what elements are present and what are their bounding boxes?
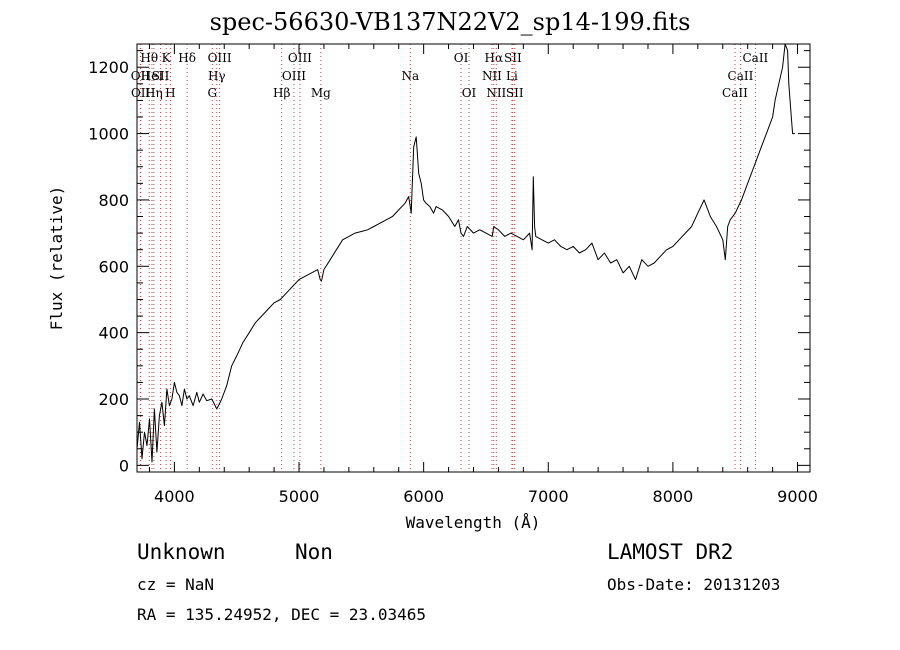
- x-tick-label: 7000: [528, 487, 569, 506]
- line-marker-label: Hδ: [178, 51, 196, 65]
- axes: 0 200 400 600 800 1000 1200 4000 5000 6000 7000 800…: [88, 44, 818, 506]
- line-marker-label: OIII: [282, 69, 306, 83]
- line-marker-label: Hβ: [273, 86, 290, 100]
- y-tick-label: 1000: [88, 125, 129, 144]
- line-marker-label: Mg: [311, 86, 331, 100]
- x-tick-label: 8000: [653, 487, 694, 506]
- line-marker-label: SII: [504, 51, 522, 65]
- line-marker-label: OI: [462, 86, 477, 100]
- y-tick-label: 200: [98, 390, 129, 409]
- line-marker-label: Hη: [145, 86, 163, 100]
- line-marker-label: NII: [486, 86, 506, 100]
- x-tick-label: 4000: [154, 487, 195, 506]
- line-marker-label: CaII: [722, 86, 748, 100]
- line-marker-label: NII: [482, 69, 502, 83]
- x-axis-label: Wavelength (Å): [406, 513, 541, 532]
- x-tick-label: 6000: [403, 487, 444, 506]
- line-marker-label: OIII: [288, 51, 312, 65]
- line-marker-label: K: [162, 51, 172, 65]
- redshift-cz: cz = NaN: [137, 575, 215, 594]
- observation-date: Obs-Date: 20131203: [607, 575, 781, 594]
- x-tick-label: 5000: [279, 487, 320, 506]
- y-tick-label: 1200: [88, 58, 129, 77]
- line-marker-label: HeI: [141, 69, 164, 83]
- y-tick-label: 0: [119, 456, 129, 475]
- coordinates: RA = 135.24952, DEC = 23.03465: [137, 605, 426, 624]
- line-marker-label: OIII: [208, 51, 232, 65]
- spectral-class: Unknown: [137, 540, 226, 564]
- line-marker-label: Hγ: [208, 69, 226, 83]
- line-marker-label: OI: [454, 51, 469, 65]
- x-tick-label: 9000: [777, 487, 818, 506]
- y-tick-label: 800: [98, 191, 129, 210]
- line-marker-label: H: [165, 86, 175, 100]
- survey-name: LAMOST DR2: [607, 540, 734, 564]
- line-marker-label: Li: [506, 69, 518, 83]
- chart-title: spec-56630-VB137N22V2_sp14-199.fits: [209, 8, 691, 36]
- line-marker-label: SII: [152, 69, 170, 83]
- y-axis-label: Flux (relative): [47, 186, 66, 331]
- y-tick-label: 400: [98, 324, 129, 343]
- line-marker-label: CaII: [742, 51, 768, 65]
- line-marker-label: OII: [131, 86, 151, 100]
- spectral-subclass: Non: [295, 540, 333, 564]
- y-tick-label: 600: [98, 257, 129, 276]
- line-marker-label: Hα: [485, 51, 504, 65]
- spectrum-series: [136, 43, 795, 463]
- line-marker-label: Hθ: [140, 51, 158, 65]
- line-marker-label: CaII: [728, 69, 754, 83]
- line-marker-label: SII: [506, 86, 524, 100]
- spectrum-line: [136, 43, 795, 463]
- line-marker-label: Na: [401, 69, 419, 83]
- plot-frame: [136, 43, 811, 473]
- line-marker-label: G: [207, 86, 217, 100]
